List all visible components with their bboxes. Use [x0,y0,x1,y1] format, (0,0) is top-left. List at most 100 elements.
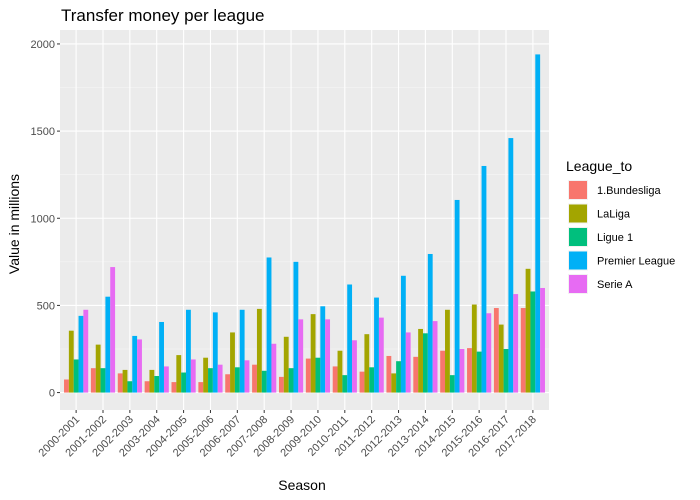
bar-premier-league-2011-2012 [374,297,379,393]
bar-premier-league-2015-2016 [481,165,487,393]
legend-swatch [569,228,587,246]
bar-laliga-2012-2013 [391,373,397,393]
bar-laliga-2013-2014 [418,328,423,393]
bar-serie-a-2009-2010 [325,319,331,393]
legend-swatch [569,275,587,293]
bar-premier-league-2010-2011 [347,284,353,393]
bar-serie-a-2002-2003 [137,339,142,393]
bar-ligue-1-2009-2010 [315,357,321,393]
bar-serie-a-2006-2007 [244,360,250,393]
bar-laliga-2003-2004 [149,369,155,393]
bar-serie-a-2015-2016 [486,313,492,393]
bar-1-bundesliga-2010-2011 [332,366,338,393]
bar-laliga-2016-2017 [498,324,504,393]
legend-label: Serie A [597,279,633,291]
bar-premier-league-2006-2007 [239,309,245,393]
bars [64,54,545,393]
bar-laliga-2004-2005 [176,355,182,393]
bar-1-bundesliga-2009-2010 [305,358,311,393]
bar-ligue-1-2014-2015 [449,375,455,393]
bar-ligue-1-2005-2006 [208,368,213,393]
bar-laliga-2011-2012 [364,334,370,393]
bar-ligue-1-2007-2008 [261,370,267,393]
legend-swatch [569,251,587,270]
bar-1-bundesliga-2017-2018 [520,308,526,393]
bar-ligue-1-2006-2007 [234,367,240,393]
legend: League_to 1.Bundesliga LaLiga Ligue 1 Premi… [566,158,675,294]
y-axis-ticks: 0 500 1000 1500 2000 [31,39,60,400]
bar-premier-league-2014-2015 [454,199,460,393]
bar-1-bundesliga-2016-2017 [493,308,499,393]
bar-premier-league-2017-2018 [535,54,541,393]
bar-premier-league-2002-2003 [132,335,138,393]
bar-serie-a-2005-2006 [217,364,223,393]
bar-1-bundesliga-2014-2015 [440,350,446,393]
bar-premier-league-2003-2004 [159,321,164,393]
bar-laliga-2014-2015 [445,309,450,393]
bar-laliga-2008-2009 [283,336,289,393]
bar-ligue-1-2004-2005 [181,372,187,393]
bar-serie-a-2011-2012 [378,317,384,393]
bar-1-bundesliga-2012-2013 [386,355,392,393]
bar-1-bundesliga-2007-2008 [252,364,257,393]
bar-premier-league-2009-2010 [320,306,326,393]
bar-ligue-1-2002-2003 [127,381,133,393]
bar-ligue-1-2013-2014 [422,333,428,393]
bar-1-bundesliga-2005-2006 [198,382,204,393]
bar-1-bundesliga-2001-2002 [90,368,96,393]
bar-1-bundesliga-2008-2009 [278,376,284,393]
bar-1-bundesliga-2003-2004 [144,381,150,393]
bar-premier-league-2001-2002 [105,296,111,393]
bar-serie-a-2007-2008 [271,343,277,393]
bar-1-bundesliga-2006-2007 [225,374,231,393]
bar-serie-a-2017-2018 [540,287,545,393]
legend-title: League_to [566,158,632,174]
bar-laliga-2006-2007 [230,332,235,393]
bar-serie-a-2012-2013 [405,332,411,393]
bar-premier-league-2007-2008 [266,257,272,393]
x-axis-ticks: 2000-20012001-20022002-20032003-20042004… [37,410,539,459]
bar-laliga-2002-2003 [122,369,128,393]
x-axis-title: Season [278,477,325,493]
bar-1-bundesliga-2002-2003 [117,373,123,393]
bar-ligue-1-2001-2002 [100,368,106,393]
legend-label: Ligue 1 [597,232,633,244]
bar-laliga-2001-2002 [95,344,101,393]
bar-laliga-2015-2016 [471,304,477,393]
bar-serie-a-2008-2009 [298,319,304,393]
y-tick-label: 500 [37,300,55,312]
bar-premier-league-2000-2001 [78,315,84,393]
bar-serie-a-2014-2015 [459,348,465,393]
bar-premier-league-2013-2014 [427,253,433,393]
bar-1-bundesliga-2013-2014 [413,356,419,393]
y-tick-label: 1000 [31,213,55,225]
bar-ligue-1-2012-2013 [396,361,401,393]
chart-title: Transfer money per league [61,6,264,25]
bar-laliga-2017-2018 [525,268,531,393]
bar-serie-a-2016-2017 [513,294,519,393]
legend-label: Premier League [597,256,675,268]
y-axis-title: Value in millions [6,174,22,274]
y-tick-label: 1500 [31,126,55,138]
legend-swatch [569,181,587,199]
bar-ligue-1-2003-2004 [154,376,160,393]
bar-serie-a-2004-2005 [190,359,196,393]
bar-ligue-1-2008-2009 [288,368,294,393]
bar-laliga-2009-2010 [310,314,316,393]
y-tick-label: 0 [49,388,55,400]
bar-1-bundesliga-2011-2012 [359,371,365,393]
bar-ligue-1-2015-2016 [476,351,482,393]
y-tick-label: 2000 [31,39,55,51]
bar-ligue-1-2000-2001 [73,359,79,393]
bar-premier-league-2008-2009 [293,261,299,393]
bar-laliga-2005-2006 [203,357,209,393]
legend-swatch [569,204,587,223]
legend-label: LaLiga [597,209,631,221]
bar-premier-league-2012-2013 [400,275,406,393]
bar-serie-a-2010-2011 [352,340,357,393]
bar-laliga-2010-2011 [337,350,343,393]
legend-label: 1.Bundesliga [597,185,661,197]
bar-premier-league-2005-2006 [212,312,218,393]
bar-1-bundesliga-2004-2005 [171,382,177,393]
